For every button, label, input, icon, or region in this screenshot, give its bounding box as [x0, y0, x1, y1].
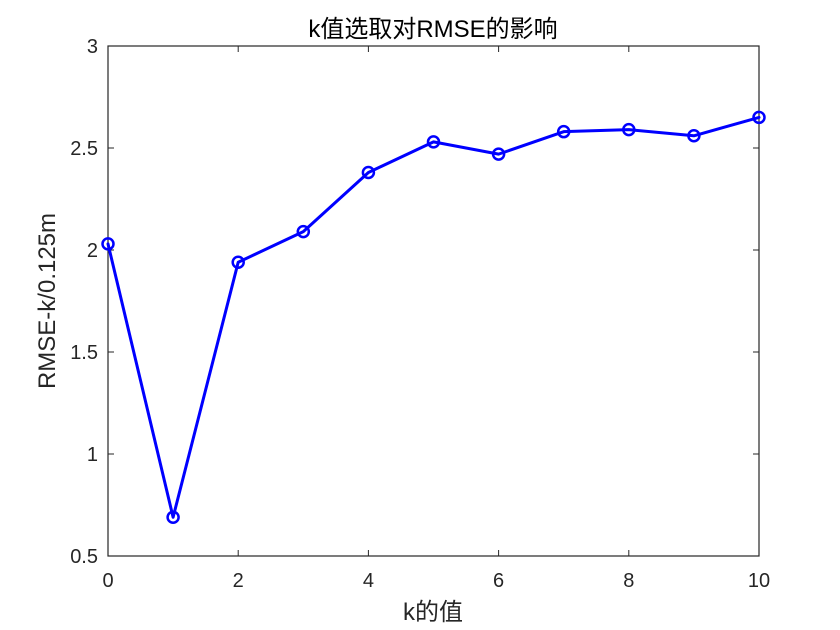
data-point: [622, 122, 636, 137]
x-tick-label: 2: [233, 570, 244, 592]
plot-frame: [107, 45, 760, 557]
data-point: [491, 147, 506, 161]
x-axis: 0 2 4 6 8 10: [102, 46, 770, 592]
plot-area: [107, 45, 760, 557]
y-tick-label: 0.5: [70, 546, 98, 568]
series-line: [106, 115, 761, 519]
data-point: [361, 165, 376, 180]
y-axis: 0.5 1 1.5 2 2.5 3: [70, 36, 759, 568]
chart-title: k值选取对RMSE的影响: [308, 16, 557, 43]
x-tick-label: 4: [363, 570, 374, 592]
y-tick-label: 1: [87, 444, 98, 466]
x-tick-label: 8: [623, 570, 634, 592]
data-point: [166, 510, 180, 524]
y-tick-label: 2.5: [70, 138, 98, 160]
y-tick-label: 2: [87, 240, 98, 262]
x-tick-label: 0: [102, 570, 113, 592]
y-tick-label: 1.5: [70, 342, 98, 364]
x-tick-label: 6: [493, 570, 504, 592]
series-layer: [101, 110, 766, 524]
y-axis-label: RMSE-k/0.125m: [34, 213, 61, 389]
data-point: [752, 110, 766, 125]
data-point: [296, 224, 311, 239]
data-point: [101, 237, 115, 251]
data-point: [426, 135, 441, 149]
data-point: [687, 129, 701, 143]
x-tick-label: 10: [748, 570, 770, 592]
data-point: [231, 255, 245, 269]
y-tick-label: 3: [87, 36, 98, 58]
x-axis-label: k的值: [403, 599, 463, 626]
data-point: [556, 124, 571, 139]
